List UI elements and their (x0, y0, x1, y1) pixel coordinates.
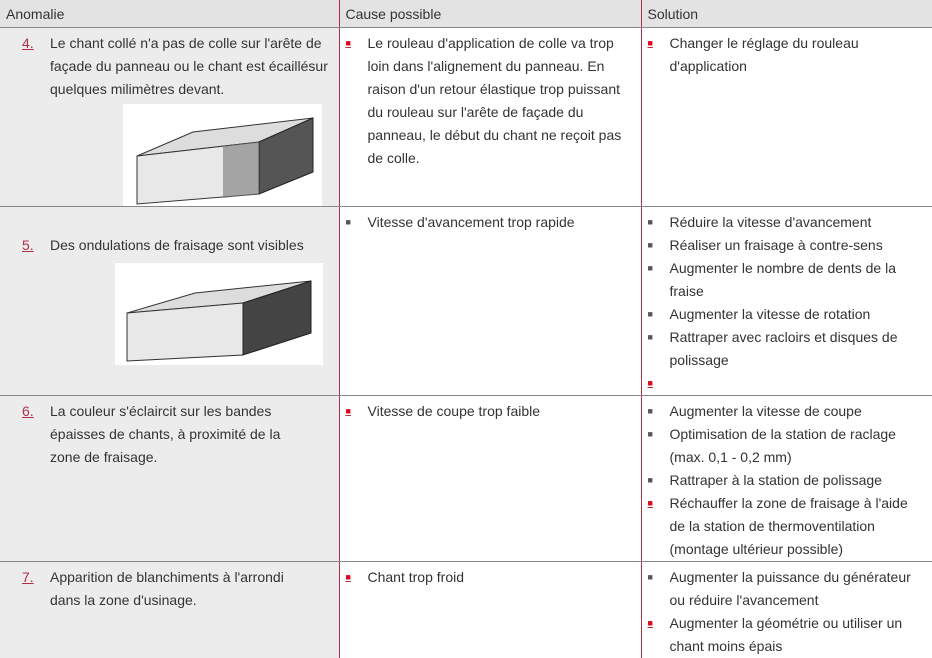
header-cell: Cause possible (339, 0, 641, 28)
panel-image (115, 263, 323, 365)
cell: 4.Le chant collé n'a pas de colle sur l'… (6, 32, 333, 101)
row: 6.La couleur s'éclaircit sur les bandes … (0, 396, 932, 562)
bullet: ■ (648, 234, 670, 257)
empty-bullet: ■ (648, 372, 670, 395)
header-cell: Anomalie (0, 0, 339, 28)
solution-text: Changer le réglage du rouleau d'applicat… (670, 32, 927, 78)
cell: ■Vitesse de coupe trop faible (339, 396, 641, 562)
anomaly-text: La couleur s'éclaircit sur les bandes ép… (50, 400, 310, 469)
solution-text: Augmenter la vitesse de coupe (670, 400, 862, 423)
bullet: ■ (648, 469, 670, 492)
solution-text: Augmenter le nombre de dents de la frais… (670, 257, 927, 303)
bullet: ■ (648, 211, 670, 234)
cell: 6.La couleur s'éclaircit sur les bandes … (0, 396, 339, 562)
cell: ■Chant trop froid (346, 566, 635, 589)
cell: ■Rattraper à la station de polissage (648, 469, 927, 492)
bullet: ■ (648, 326, 670, 372)
cell: ■Augmenter la vitesse de coupe■Optimisat… (641, 396, 932, 562)
cell: ■Vitesse d'avancement trop rapide (346, 211, 635, 234)
solution-text: Rattraper à la station de polissage (670, 469, 882, 492)
cell: ■Augmenter le nombre de dents de la frai… (648, 257, 927, 303)
anomaly-text: Le chant collé n'a pas de colle sur l'ar… (50, 32, 333, 101)
panel-image (123, 104, 322, 206)
anomaly-text: Apparition de blanchiments à l'arrondi d… (50, 566, 310, 612)
solution-text: Réaliser un fraisage à contre-sens (670, 234, 883, 257)
bullet: ■ (346, 211, 368, 234)
bullet: ■ (648, 492, 670, 561)
cell: ■Optimisation de la station de raclage (… (648, 423, 927, 469)
cell: ■Vitesse de coupe trop faible (346, 400, 635, 423)
header-row: Anomalie Cause possible Solution (0, 0, 932, 28)
cause-text: Le rouleau d'application de colle va tro… (368, 32, 635, 170)
bullet: ■ (648, 423, 670, 469)
bullet: ■ (648, 612, 670, 658)
cell: ■Réduire la vitesse d'avancement■Réalise… (648, 211, 927, 395)
cell: ■Augmenter la géométrie ou utiliser un c… (648, 612, 927, 658)
cell: ■ (648, 372, 927, 395)
solution-text: Rattraper avec racloirs et disques de po… (670, 326, 927, 372)
bullet: ■ (346, 566, 368, 589)
cell: ■Augmenter la puissance du générateur ou… (648, 566, 927, 612)
row-number: 5. (6, 234, 50, 257)
cell: ■Le rouleau d'application de colle va tr… (346, 32, 635, 170)
solution-text: Augmenter la puissance du générateur ou … (670, 566, 927, 612)
bullet: ■ (648, 257, 670, 303)
solution-text: Optimisation de la station de raclage (m… (670, 423, 927, 469)
cell: ■Augmenter la puissance du générateur ou… (648, 566, 927, 658)
cause-text: Vitesse d'avancement trop rapide (368, 211, 575, 234)
cell: ■Changer le réglage du rouleau d'applica… (648, 32, 927, 78)
solution-text: Augmenter la géométrie ou utiliser un ch… (670, 612, 927, 658)
cell: ■Réaliser un fraisage à contre-sens (648, 234, 927, 257)
solution-text: Réchauffer la zone de fraisage à l'aide … (670, 492, 927, 561)
row: 5.Des ondulations de fraisage sont visib… (0, 207, 932, 396)
cell: ■Augmenter la vitesse de rotation (648, 303, 927, 326)
solution-text: Réduire la vitesse d'avancement (670, 211, 872, 234)
bullet: ■ (648, 303, 670, 326)
cell: ■Réduire la vitesse d'avancement■Réalise… (641, 207, 932, 396)
row-number: 4. (6, 32, 50, 101)
cell: ■Réduire la vitesse d'avancement (648, 211, 927, 234)
cell: 6.La couleur s'éclaircit sur les bandes … (6, 400, 333, 469)
solution-text: Augmenter la vitesse de rotation (670, 303, 871, 326)
cell: 5.Des ondulations de fraisage sont visib… (6, 234, 333, 257)
bullet: ■ (648, 32, 670, 78)
cell: ■Vitesse d'avancement trop rapide (339, 207, 641, 396)
cell: ■Vitesse de coupe trop faible (346, 400, 635, 423)
cell: 4.Le chant collé n'a pas de colle sur l'… (0, 28, 339, 207)
cell: ■Augmenter la vitesse de coupe (648, 400, 927, 423)
cell: ■Le rouleau d'application de colle va tr… (346, 32, 635, 170)
bullet: ■ (346, 400, 368, 423)
cell: ■Rattraper avec racloirs et disques de p… (648, 326, 927, 372)
cell: ■Vitesse d'avancement trop rapide (346, 211, 635, 234)
header-cell: Solution (641, 0, 932, 28)
cell: 5.Des ondulations de fraisage sont visib… (0, 207, 339, 396)
row: 4.Le chant collé n'a pas de colle sur l'… (0, 28, 932, 207)
cause-text: Chant trop froid (368, 566, 465, 589)
row-number: 6. (6, 400, 50, 469)
cell: ■Réchauffer la zone de fraisage à l'aide… (648, 492, 927, 561)
cell: 7.Apparition de blanchiments à l'arrondi… (6, 566, 333, 612)
anomaly-text: Des ondulations de fraisage sont visible… (50, 234, 304, 257)
cell: ■Changer le réglage du rouleau d'applica… (641, 28, 932, 207)
cell: ■Le rouleau d'application de colle va tr… (339, 28, 641, 207)
cell: ■Augmenter la vitesse de coupe■Optimisat… (648, 400, 927, 561)
cell: ■Chant trop froid (346, 566, 635, 589)
cell: ■Changer le réglage du rouleau d'applica… (648, 32, 927, 78)
bullet: ■ (648, 566, 670, 612)
row-number: 7. (6, 566, 50, 612)
page: Anomalie Cause possible Solution 4.Le ch… (0, 0, 932, 644)
bullet: ■ (346, 32, 368, 170)
cause-text: Vitesse de coupe trop faible (368, 400, 541, 423)
bullet: ■ (648, 400, 670, 423)
